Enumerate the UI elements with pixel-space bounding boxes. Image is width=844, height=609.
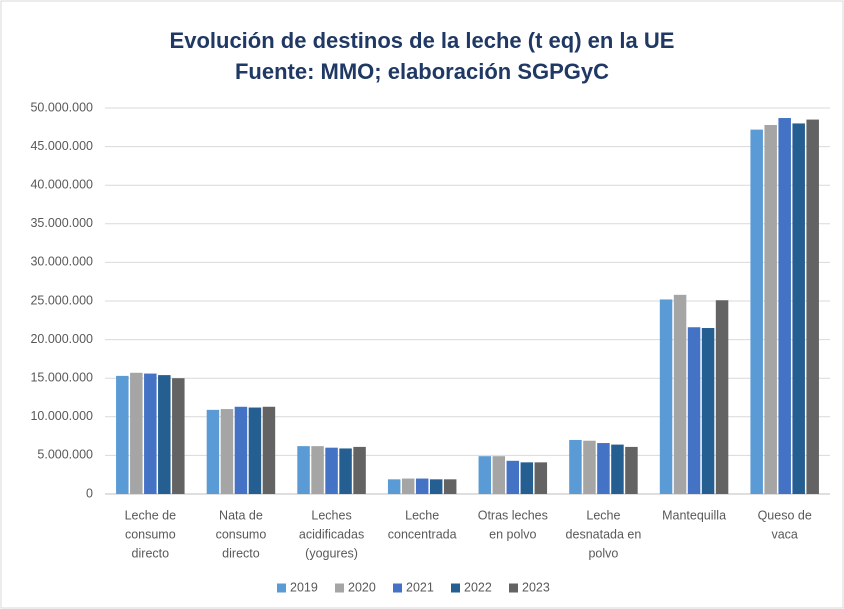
legend-swatch (277, 583, 286, 593)
legend-swatch (451, 583, 460, 593)
x-tick-label: Leche de (125, 508, 176, 522)
bar (234, 406, 248, 494)
legend-label: 2023 (522, 580, 550, 594)
bar (339, 448, 352, 494)
bar (220, 409, 234, 494)
x-tick-label: (yogures) (305, 546, 358, 560)
bar (569, 439, 582, 494)
bar (415, 478, 429, 494)
x-tick-label: consumo (216, 527, 267, 541)
y-tick-label: 50.000.000 (30, 100, 93, 114)
y-tick-label: 10.000.000 (30, 409, 93, 423)
bar (248, 407, 262, 494)
x-tick-label: acidificadas (299, 527, 364, 541)
bar (478, 456, 492, 494)
bar (611, 444, 624, 494)
y-tick-label: 0 (86, 486, 93, 500)
bar (492, 456, 506, 494)
legend-label: 2021 (406, 580, 434, 594)
bar (659, 299, 673, 494)
y-tick-label: 40.000.000 (30, 177, 93, 191)
y-tick-label: 5.000.000 (37, 448, 93, 462)
bar (443, 479, 457, 494)
bar (687, 327, 701, 494)
bar (792, 123, 805, 494)
bar (625, 446, 638, 494)
legend-label: 2019 (290, 580, 318, 594)
legend-label: 2022 (464, 580, 492, 594)
x-tick-label: Otras leches (478, 508, 548, 522)
bar (750, 129, 763, 494)
bar (116, 375, 129, 494)
bar (778, 118, 791, 494)
bar (520, 462, 534, 494)
x-tick-label: Leche (405, 508, 439, 522)
bar (158, 375, 171, 494)
bar (262, 406, 276, 494)
x-tick-label: Leche (586, 508, 620, 522)
x-tick-label: Leches (311, 508, 351, 522)
bar (806, 119, 819, 494)
x-tick-label: en polvo (489, 527, 536, 541)
y-tick-label: 45.000.000 (30, 139, 93, 153)
bar (401, 478, 415, 494)
y-tick-label: 15.000.000 (30, 370, 93, 384)
bar (297, 446, 310, 494)
bar (534, 462, 548, 494)
x-tick-label: vaca (771, 527, 797, 541)
bar (715, 300, 729, 494)
legend-swatch (335, 583, 344, 593)
x-tick-label: desnatada en (566, 527, 642, 541)
y-tick-label: 35.000.000 (30, 216, 93, 230)
x-tick-label: polvo (588, 546, 618, 560)
bar (353, 446, 366, 494)
bar (583, 440, 596, 494)
bar (506, 460, 520, 494)
x-tick-label: Queso de (758, 508, 812, 522)
x-tick-label: Mantequilla (662, 508, 726, 522)
bar (172, 378, 185, 494)
legend-swatch (509, 583, 518, 593)
bar (673, 294, 687, 494)
bar (206, 409, 220, 494)
x-tick-label: directo (222, 546, 260, 560)
bar (387, 479, 401, 494)
bar (701, 328, 715, 494)
bar (429, 479, 443, 494)
x-tick-label: directo (132, 546, 170, 560)
legend-label: 2020 (348, 580, 376, 594)
y-tick-label: 30.000.000 (30, 255, 93, 269)
bar (597, 443, 610, 494)
y-tick-label: 20.000.000 (30, 332, 93, 346)
bar (764, 124, 777, 494)
x-tick-label: Nata de (219, 508, 263, 522)
bar (144, 373, 157, 494)
x-tick-label: concentrada (388, 527, 457, 541)
legend-swatch (393, 583, 402, 593)
bar (130, 372, 143, 494)
bar (311, 446, 324, 494)
x-tick-label: consumo (125, 527, 176, 541)
chart-subtitle: Fuente: MMO; elaboración SGPGyC (235, 59, 609, 84)
chart-title: Evolución de destinos de la leche (t eq)… (170, 28, 675, 53)
bar (325, 447, 338, 494)
y-tick-label: 25.000.000 (30, 293, 93, 307)
